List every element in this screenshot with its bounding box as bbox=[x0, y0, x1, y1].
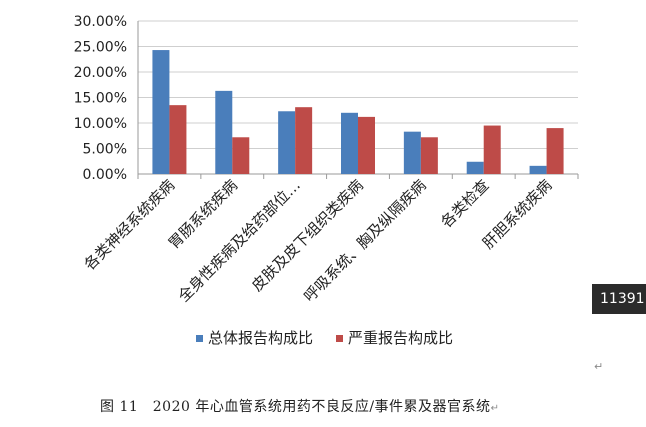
bar-serious bbox=[169, 105, 187, 174]
bar-overall bbox=[278, 111, 296, 174]
y-tick-label: 10.00% bbox=[74, 116, 127, 132]
y-tick-label: 15.00% bbox=[74, 91, 127, 107]
bar-serious bbox=[295, 107, 313, 174]
x-tick-label: 皮肤及皮下组织类疾病 bbox=[248, 176, 367, 295]
x-tick-label: 呼吸系统、胸及纵隔疾病 bbox=[300, 176, 429, 305]
x-tick-label: 各类神经系统疾病 bbox=[81, 176, 179, 274]
x-axis-labels: 各类神经系统疾病胃肠系统疾病全身性疾病及给药部位…皮肤及皮下组织类疾病呼吸系统、… bbox=[81, 176, 556, 305]
bar-overall bbox=[341, 112, 358, 174]
bar-serious bbox=[420, 137, 438, 174]
legend-swatch bbox=[336, 335, 343, 342]
bar-serious bbox=[358, 116, 375, 174]
x-tick-label: 全身性疾病及给药部位… bbox=[175, 176, 304, 305]
y-tick-label: 30.00% bbox=[74, 14, 127, 30]
legend-label: 总体报告构成比 bbox=[208, 329, 313, 347]
bar-overall bbox=[152, 50, 170, 174]
page-number-badge: 11391 bbox=[592, 284, 646, 314]
caption-return-mark: ↵ bbox=[490, 403, 500, 414]
figure-caption: 图 11 2020 年心血管系统用药不良反应/事件累及器官系统↵ bbox=[100, 396, 499, 416]
bar-serious bbox=[546, 128, 564, 174]
legend-label: 严重报告构成比 bbox=[348, 329, 453, 347]
bar-overall bbox=[215, 90, 233, 174]
x-tick-label: 各类检查 bbox=[437, 176, 492, 231]
paragraph-mark: ↵ bbox=[594, 360, 604, 373]
bar-overall bbox=[403, 131, 421, 174]
bar-overall bbox=[529, 165, 547, 174]
caption-text: 图 11 2020 年心血管系统用药不良反应/事件累及器官系统 bbox=[100, 399, 491, 415]
bar-overall bbox=[466, 161, 484, 174]
bar-serious bbox=[483, 125, 501, 174]
y-tick-label: 20.00% bbox=[74, 65, 127, 81]
legend-swatch bbox=[196, 335, 203, 342]
y-tick-label: 0.00% bbox=[83, 167, 127, 183]
y-axis: 0.00% 5.00% 10.00% 15.00% 20.00% 25.00% 30.00% bbox=[74, 14, 579, 183]
legend: 总体报告构成比 严重报告构成比 bbox=[196, 329, 453, 347]
y-tick-label: 5.00% bbox=[83, 142, 127, 158]
bar-serious bbox=[232, 137, 250, 174]
bars bbox=[152, 50, 564, 174]
y-tick-label: 25.00% bbox=[74, 40, 127, 56]
